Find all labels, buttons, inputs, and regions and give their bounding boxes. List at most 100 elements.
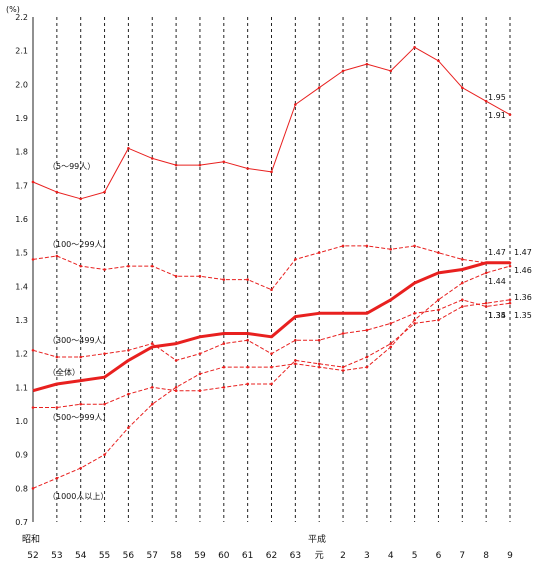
series-lines	[31, 46, 512, 490]
y-tick-label: 1.0	[15, 417, 28, 426]
series-point	[150, 264, 154, 268]
x-tick-label: 52	[27, 551, 38, 561]
series-point	[79, 264, 82, 268]
series-point	[508, 301, 512, 305]
series-name-label: （1000人以上）	[48, 492, 108, 501]
series-point	[198, 372, 202, 376]
x-tick-label: 4	[388, 551, 394, 561]
series-point	[389, 248, 393, 251]
series-point	[31, 349, 35, 352]
y-tick-label: 0.9	[15, 451, 28, 460]
series-point	[222, 365, 226, 369]
series-name-label: （500～999人）	[48, 413, 111, 422]
series-point	[508, 298, 512, 302]
series-point	[127, 349, 130, 352]
series-point	[294, 103, 297, 106]
series-point	[317, 251, 321, 254]
x-tick-label: 61	[242, 551, 253, 561]
series-point	[461, 258, 464, 261]
series-point	[270, 365, 273, 369]
series-point	[461, 86, 464, 89]
era-label-showa: 昭和	[22, 534, 40, 545]
series-point	[341, 332, 345, 335]
series-point	[389, 342, 393, 345]
series-point	[174, 359, 178, 362]
series-point	[150, 157, 154, 160]
series-point	[79, 402, 82, 406]
series-point	[174, 274, 178, 278]
series-point	[222, 386, 226, 389]
series-point	[79, 197, 82, 201]
series-point	[294, 338, 297, 342]
y-tick-label: 0.7	[15, 518, 28, 527]
series-point	[103, 453, 106, 456]
series-point	[31, 487, 35, 490]
y-tick-labels: 0.7 0.8 0.9 1.0 1.1 1.2 1.3 1.4 1.5 1.6 1.7 1.8 1.9 2…	[15, 13, 28, 527]
series-point	[198, 352, 202, 355]
x-tick-label: 7	[459, 551, 465, 561]
y-tick-label: 1.9	[15, 114, 28, 123]
series-point	[484, 99, 488, 103]
data-label: 1.46	[514, 266, 532, 275]
data-label: 1.95	[488, 93, 506, 102]
series-point	[413, 311, 416, 315]
series-point	[198, 389, 202, 393]
series-point	[508, 113, 512, 116]
series-point	[103, 190, 106, 194]
x-tick-label: 8	[483, 551, 489, 561]
x-tick-label: 5	[412, 551, 418, 561]
series-point	[365, 328, 369, 332]
series-point	[365, 365, 369, 369]
series-point	[79, 466, 82, 470]
series-point	[461, 298, 464, 302]
series-point	[389, 322, 393, 325]
series-point	[103, 268, 106, 271]
series-point	[174, 386, 178, 389]
x-tick-label: 56	[123, 551, 135, 561]
series-point	[294, 362, 297, 366]
series-point	[413, 244, 416, 248]
series-point	[317, 86, 321, 89]
series-point	[150, 386, 154, 389]
series-line	[32, 261, 510, 393]
series-line	[32, 46, 511, 200]
y-tick-label: 1.4	[15, 282, 28, 291]
series-point	[222, 342, 226, 345]
x-tick-label: 55	[99, 551, 110, 561]
y-tick-label: 1.1	[15, 383, 28, 392]
series-point	[127, 147, 130, 150]
x-tick-label: 59	[194, 551, 206, 561]
series-point	[365, 62, 369, 66]
series-point	[484, 271, 488, 275]
y-tick-label: 1.2	[15, 350, 28, 359]
era-label-heisei: 平成	[308, 533, 326, 545]
x-tick-label: 元	[315, 551, 324, 561]
series-point	[294, 258, 297, 261]
series-point	[246, 278, 249, 281]
series-point	[437, 251, 440, 254]
series-point	[127, 426, 130, 430]
data-label: 1.36	[514, 293, 532, 302]
y-tick-label: 2.0	[15, 80, 28, 89]
y-tick-label: 1.5	[15, 249, 28, 258]
data-label: 1.34	[488, 311, 506, 320]
x-tick-label: 58	[170, 551, 182, 561]
series-point	[389, 69, 393, 73]
series-point	[55, 355, 59, 359]
series-point	[437, 318, 440, 322]
series-point	[55, 190, 59, 194]
series-point	[461, 305, 464, 308]
series-point	[461, 281, 464, 285]
x-tick-label: 6	[436, 551, 442, 561]
series-point	[79, 355, 82, 359]
series-point	[31, 258, 35, 261]
series-point	[317, 338, 321, 342]
series-point	[246, 382, 249, 386]
series-point	[55, 254, 59, 258]
series-point	[413, 318, 416, 322]
series-point	[341, 69, 345, 73]
series-point	[413, 46, 416, 49]
series-point	[198, 163, 202, 167]
y-tick-label: 2.2	[15, 13, 28, 22]
series-point	[413, 322, 416, 325]
